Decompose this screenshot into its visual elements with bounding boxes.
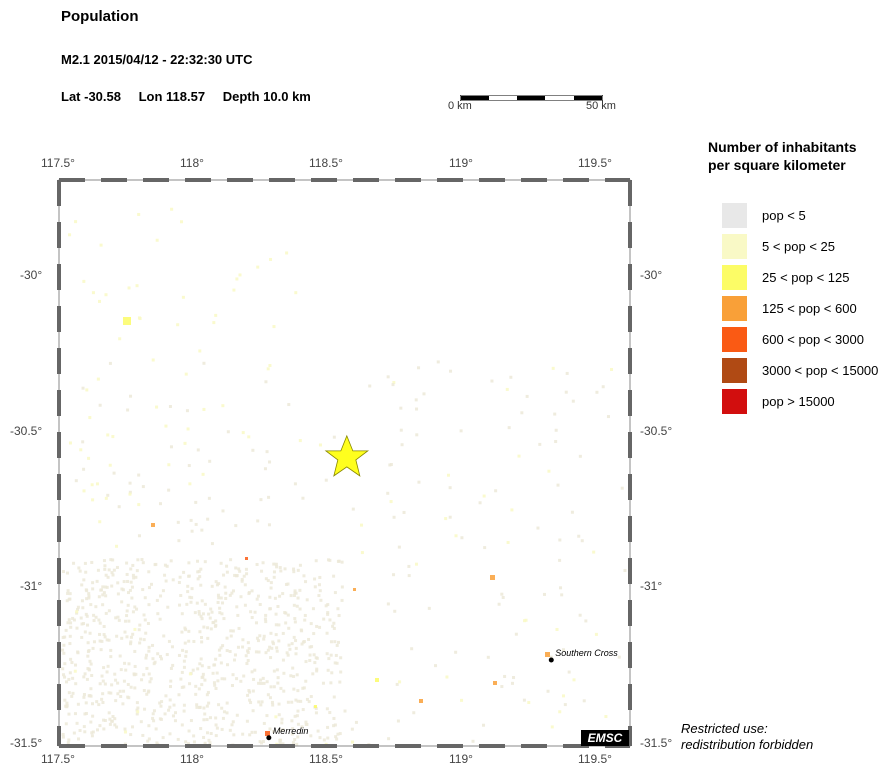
legend-swatch bbox=[722, 327, 747, 352]
lat-tick-right: -31° bbox=[640, 579, 663, 593]
usage-notice-line2: redistribution forbidden bbox=[681, 737, 814, 752]
legend-title-line2: per square kilometer bbox=[708, 157, 846, 173]
legend-swatch bbox=[722, 234, 747, 259]
event-info: M2.1 2015/04/12 - 22:32:30 UTC bbox=[61, 52, 253, 67]
lat-tick-right: -31.5° bbox=[640, 736, 673, 750]
legend-label: 125 < pop < 600 bbox=[762, 301, 857, 316]
legend-item: pop > 15000 bbox=[722, 386, 878, 417]
legend-item: 600 < pop < 3000 bbox=[722, 324, 878, 355]
depth-label: Depth 10.0 km bbox=[222, 89, 311, 104]
legend-item: 125 < pop < 600 bbox=[722, 293, 878, 324]
town-marker bbox=[266, 735, 272, 741]
legend-title: Number of inhabitants per square kilomet… bbox=[708, 138, 857, 174]
latitude-label: Lat -30.58 bbox=[61, 89, 121, 104]
population-map[interactable]: Merredin Southern Cross bbox=[57, 178, 632, 748]
map-title: Population bbox=[61, 8, 139, 25]
legend-swatch bbox=[722, 358, 747, 383]
epicenter-star-icon[interactable] bbox=[324, 434, 370, 477]
lon-tick-bottom: 118.5° bbox=[309, 752, 343, 766]
emsc-logo: EMSC bbox=[581, 730, 629, 746]
legend-label: 3000 < pop < 15000 bbox=[762, 363, 879, 378]
lon-tick-top: 118.5° bbox=[309, 156, 343, 170]
scale-bar-graphic bbox=[459, 94, 604, 102]
legend-swatch bbox=[722, 296, 747, 321]
town-label-merredin: Merredin bbox=[273, 726, 309, 736]
lon-tick-top: 119.5° bbox=[578, 156, 612, 170]
legend-label: 600 < pop < 3000 bbox=[762, 332, 864, 347]
lon-tick-top: 119° bbox=[449, 156, 473, 170]
lat-tick-left: -30.5° bbox=[10, 424, 43, 438]
legend-item: 25 < pop < 125 bbox=[722, 262, 878, 293]
lat-tick-left: -31° bbox=[20, 579, 43, 593]
legend-label: pop < 5 bbox=[762, 208, 806, 223]
lat-tick-left: -30° bbox=[20, 268, 43, 282]
scale-start-label: 0 km bbox=[448, 100, 472, 112]
usage-notice-line1: Restricted use: bbox=[681, 721, 768, 736]
population-cells bbox=[61, 207, 627, 747]
usage-notice: Restricted use: redistribution forbidden bbox=[681, 721, 813, 753]
legend: pop < 5 5 < pop < 25 25 < pop < 125 125 … bbox=[722, 200, 878, 417]
lon-tick-top: 117.5° bbox=[41, 156, 75, 170]
legend-item: pop < 5 bbox=[722, 200, 878, 231]
map-frame bbox=[57, 178, 632, 748]
lon-tick-top: 118° bbox=[180, 156, 204, 170]
legend-title-line1: Number of inhabitants bbox=[708, 139, 857, 155]
legend-swatch bbox=[722, 389, 747, 414]
town-label-southern-cross: Southern Cross bbox=[555, 648, 618, 658]
legend-swatch bbox=[722, 203, 747, 228]
lon-tick-bottom: 119.5° bbox=[578, 752, 612, 766]
event-coordinates: Lat -30.58 Lon 118.57 Depth 10.0 km bbox=[61, 89, 325, 104]
lon-tick-bottom: 117.5° bbox=[41, 752, 75, 766]
lat-tick-right: -30.5° bbox=[640, 424, 673, 438]
legend-item: 5 < pop < 25 bbox=[722, 231, 878, 262]
legend-swatch bbox=[722, 265, 747, 290]
legend-label: pop > 15000 bbox=[762, 394, 835, 409]
scale-bar bbox=[459, 88, 604, 102]
lat-tick-left: -31.5° bbox=[10, 736, 43, 750]
longitude-label: Lon 118.57 bbox=[138, 89, 206, 104]
lat-tick-right: -30° bbox=[640, 268, 663, 282]
legend-label: 25 < pop < 125 bbox=[762, 270, 850, 285]
lon-tick-bottom: 118° bbox=[180, 752, 204, 766]
lon-tick-bottom: 119° bbox=[449, 752, 473, 766]
scale-end-label: 50 km bbox=[586, 100, 616, 112]
town-marker bbox=[548, 657, 554, 663]
legend-label: 5 < pop < 25 bbox=[762, 239, 836, 254]
legend-item: 3000 < pop < 15000 bbox=[722, 355, 878, 386]
